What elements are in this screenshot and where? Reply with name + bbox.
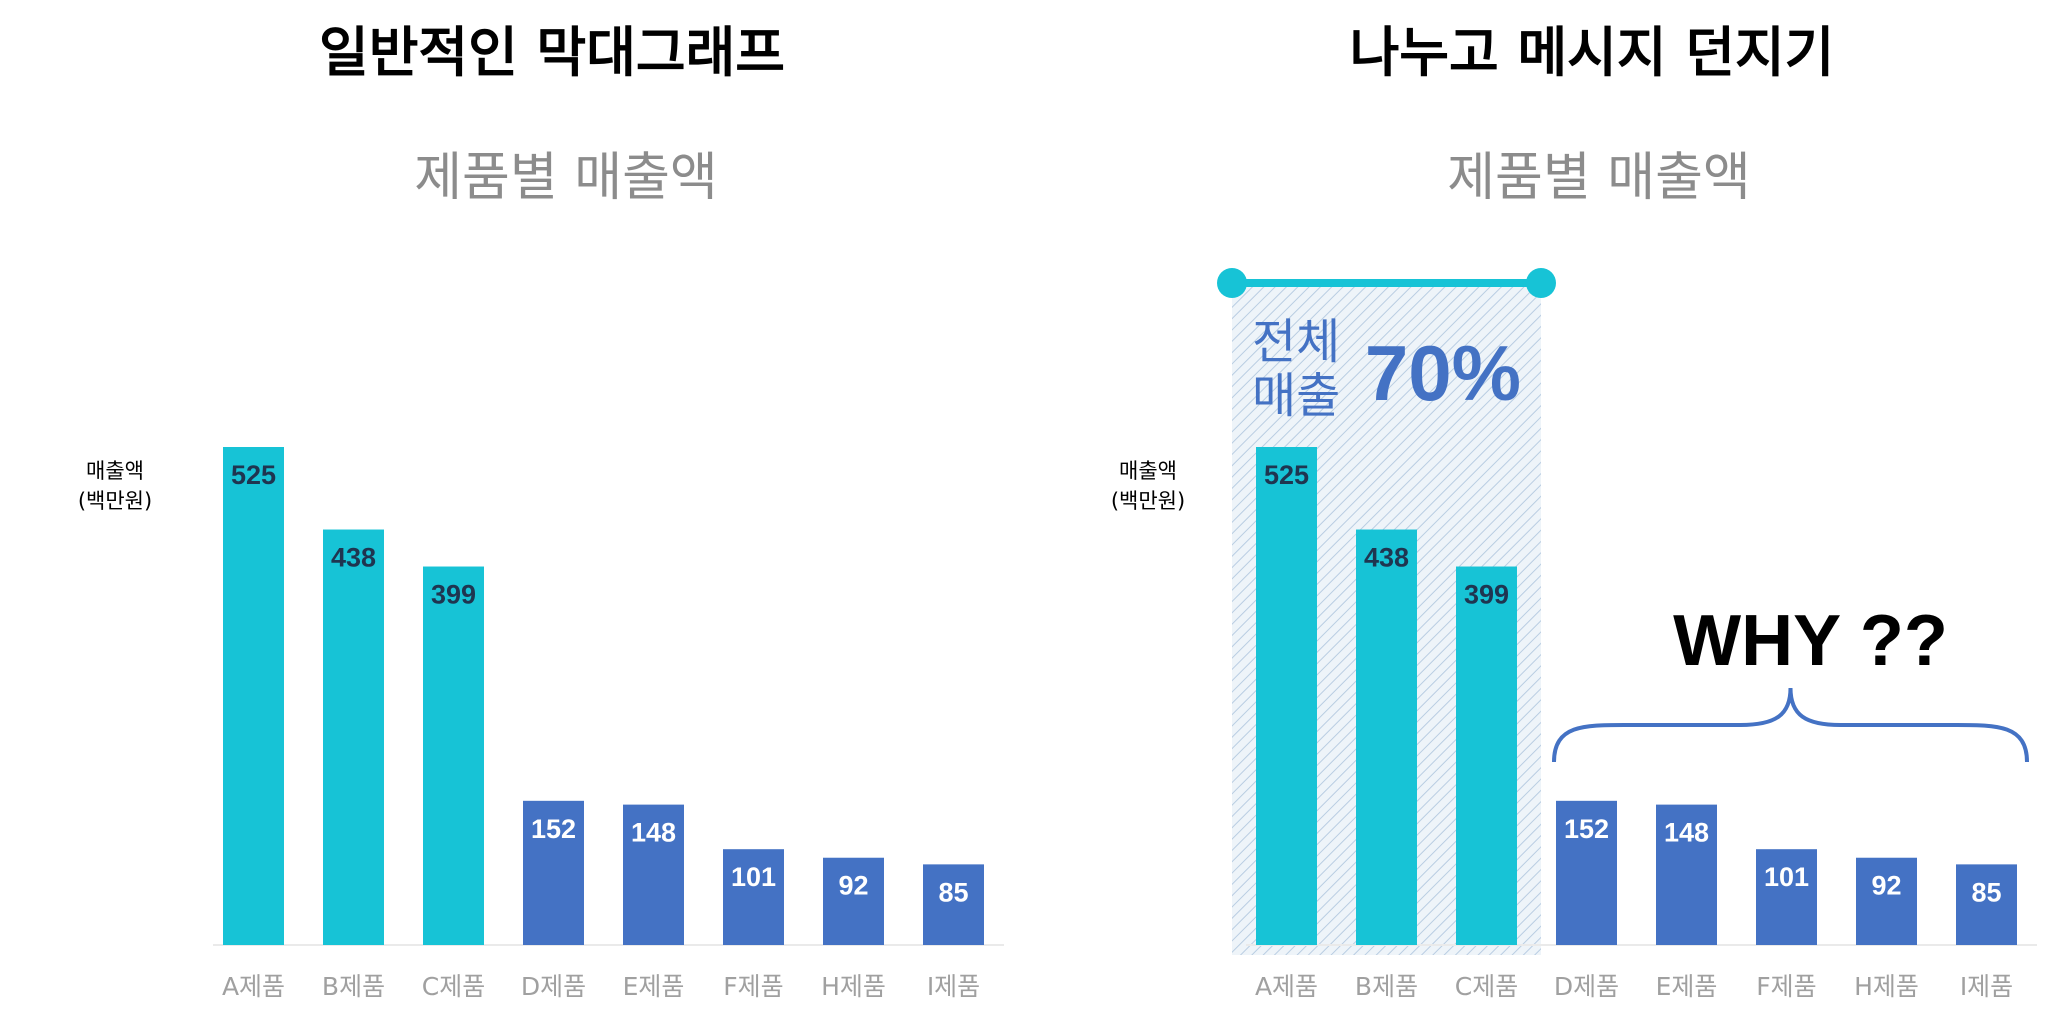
bar-value-label: 101: [731, 862, 776, 892]
bar-B제품: [323, 529, 384, 945]
chart-title: 제품별 매출액: [414, 148, 718, 208]
x-tick-label: E제품: [623, 972, 685, 1001]
x-tick-label: H제품: [821, 972, 886, 1001]
y-axis-label-line-1: 매출액: [86, 459, 144, 483]
bar-value-label: 101: [1764, 862, 1809, 892]
group-share-percent: 70%: [1365, 329, 1521, 417]
bar-value-label: 525: [231, 460, 276, 490]
x-tick-label: E제품: [1656, 972, 1718, 1001]
x-tick-label: F제품: [1756, 972, 1816, 1001]
bar-value-label: 399: [1464, 580, 1509, 610]
y-axis-label-line-2: (백만원): [78, 489, 152, 513]
bar-value-label: 85: [1971, 877, 2001, 907]
x-tick-label: C제품: [422, 972, 485, 1001]
highlight-bracket-dot-left: [1217, 268, 1247, 298]
bar-value-label: 85: [938, 877, 968, 907]
x-tick-label: D제품: [1554, 972, 1619, 1001]
bar-C제품: [1456, 566, 1517, 945]
bar-A제품: [223, 447, 284, 945]
x-tick-label: F제품: [723, 972, 783, 1001]
x-tick-label: I제품: [1960, 972, 2013, 1001]
bar-I제품: [923, 864, 984, 945]
bar-F제품: [1756, 849, 1817, 945]
bar-D제품: [1556, 800, 1617, 945]
bar-value-label: 152: [531, 814, 576, 844]
bar-value-label: 92: [1871, 871, 1901, 901]
bar-value-label: 438: [1364, 543, 1409, 573]
bar-value-label: 92: [838, 871, 868, 901]
y-axis-label-line-1: 매출액: [1119, 459, 1177, 483]
x-tick-label: I제품: [927, 972, 980, 1001]
bar-value-label: 152: [1564, 814, 1609, 844]
heading-normal-bar-chart: 일반적인 막대그래프: [319, 21, 785, 84]
bar-F제품: [723, 849, 784, 945]
highlight-bracket-dot-right: [1526, 268, 1556, 298]
x-tick-label: H제품: [1854, 972, 1919, 1001]
bar-E제품: [623, 804, 684, 945]
bar-D제품: [523, 800, 584, 945]
bar-C제품: [423, 566, 484, 945]
bar-value-label: 148: [1664, 818, 1709, 848]
group-share-label-line1: 전체: [1252, 314, 1340, 370]
bar-H제품: [823, 857, 884, 945]
bar-value-label: 438: [331, 543, 376, 573]
x-tick-label: B제품: [1355, 972, 1418, 1001]
x-tick-label: D제품: [521, 972, 586, 1001]
bar-B제품: [1356, 529, 1417, 945]
heading-divided-message-chart: 나누고 메시지 던지기: [1349, 21, 1835, 84]
x-tick-label: A제품: [1255, 972, 1318, 1001]
group-share-label-line2: 매출: [1252, 368, 1340, 424]
x-tick-label: B제품: [322, 972, 385, 1001]
bar-value-label: 399: [431, 580, 476, 610]
curly-brace: [1552, 687, 2029, 763]
bar-value-label: 525: [1264, 460, 1309, 490]
x-tick-label: A제품: [222, 972, 285, 1001]
bar-value-label: 148: [631, 818, 676, 848]
bar-E제품: [1656, 804, 1717, 945]
bar-H제품: [1856, 857, 1917, 945]
why-question-text: WHY ??: [1673, 601, 1948, 681]
bar-I제품: [1956, 864, 2017, 945]
bar-A제품: [1256, 447, 1317, 945]
x-tick-label: C제품: [1455, 972, 1518, 1001]
chart-title: 제품별 매출액: [1447, 148, 1751, 208]
y-axis-label-line-2: (백만원): [1111, 489, 1185, 513]
